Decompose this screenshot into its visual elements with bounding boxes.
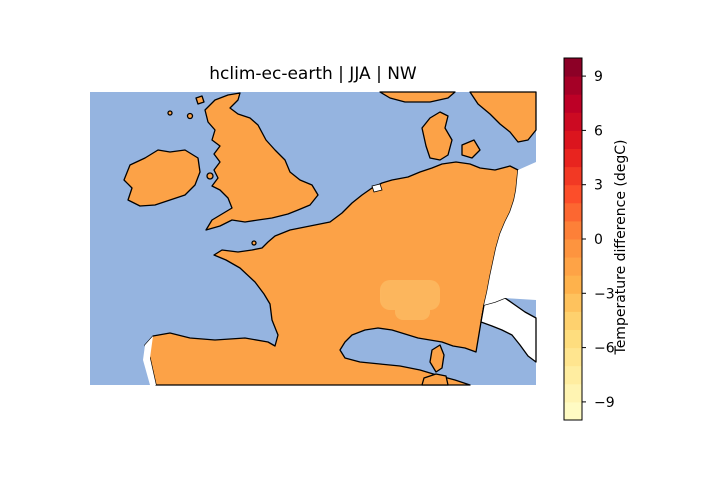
colorbar-label: Temperature difference (degC) <box>613 139 629 355</box>
colorbar-segment <box>564 383 582 403</box>
colorbar-tick-label: 6 <box>594 123 603 139</box>
colorbar-tick-label: −6 <box>594 341 615 357</box>
unshaded-gap <box>371 183 383 193</box>
colorbar-segment <box>564 365 582 385</box>
alps-warm-patch <box>380 280 440 320</box>
colorbar-segment <box>564 58 582 77</box>
colorbar-tick-label: 0 <box>594 232 603 248</box>
land-isle-of-man <box>206 172 214 180</box>
colorbar-segment <box>564 401 582 421</box>
colorbar-segment <box>564 112 582 131</box>
colorbar-segment <box>564 347 582 367</box>
map-title: hclim-ec-earth | JJA | NW <box>209 64 417 84</box>
colorbar-segment <box>564 275 582 294</box>
outside-domain-left-corner <box>143 336 156 385</box>
colorbar-segment <box>564 329 582 349</box>
land-orkney <box>195 95 205 105</box>
colorbar-segment <box>564 257 582 276</box>
colorbar-segment <box>564 293 582 312</box>
colorbar-segment <box>564 130 582 149</box>
colorbar-segment <box>564 239 582 258</box>
colorbar-segment <box>564 166 582 186</box>
colorbar-segment <box>564 202 582 222</box>
land-channel-island <box>251 240 257 246</box>
colorbar-segment <box>564 311 582 330</box>
colorbar-segment <box>564 184 582 204</box>
colorbar-segment <box>564 220 582 240</box>
colorbar-tick-label: 9 <box>594 69 603 85</box>
land-zealand <box>461 139 481 159</box>
colorbar-tick-label: −3 <box>594 286 615 302</box>
colorbar-segment <box>564 76 582 95</box>
colorbar-tick-label: −9 <box>594 395 615 411</box>
colorbar: −9 −6 −3 0 3 6 9 <box>563 57 615 421</box>
land-italy <box>480 297 537 363</box>
land-sardinia <box>421 373 449 386</box>
colorbar-segment <box>564 94 582 113</box>
land-great-britain <box>204 92 319 231</box>
colorbar-tick-label: 3 <box>594 178 603 194</box>
colorbar-segment <box>564 148 582 168</box>
outside-domain-right <box>484 162 536 305</box>
land-island-small <box>186 112 194 120</box>
land-island-small-2 <box>167 110 173 116</box>
map-land <box>123 91 537 386</box>
land-norway-south <box>379 91 456 103</box>
land-denmark <box>421 111 453 161</box>
land-ireland <box>123 149 201 207</box>
land-corsica <box>429 344 445 373</box>
land-mainland <box>144 161 519 386</box>
land-scandinavia <box>469 91 537 143</box>
